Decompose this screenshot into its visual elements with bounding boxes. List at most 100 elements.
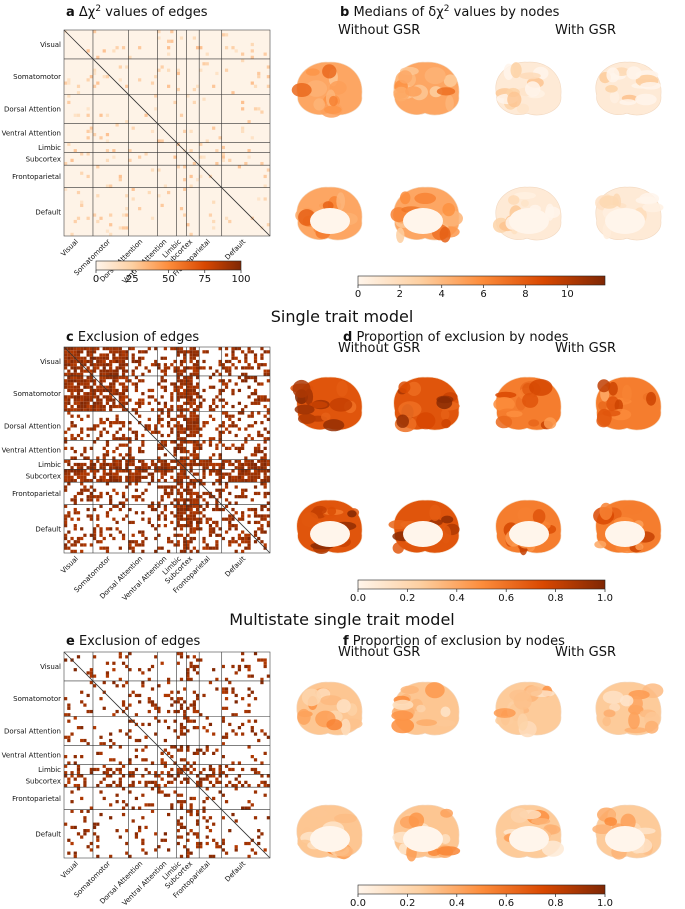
- c-edge-cell: [195, 498, 200, 502]
- e-edge-cell: [192, 761, 196, 765]
- e-edge-cell: [163, 719, 167, 723]
- c-edge-cell: [260, 527, 264, 531]
- a-row-label: Visual: [40, 41, 61, 49]
- c-edge-cell: [260, 517, 264, 521]
- c-edge-cell: [131, 546, 135, 550]
- c-edge-cell: [186, 398, 190, 402]
- c-edge-cell: [192, 414, 196, 418]
- c-edge-cell: [86, 466, 90, 470]
- c-edge-cell: [102, 356, 106, 360]
- c-edge-cell: [160, 495, 164, 499]
- c-edge-cell: [67, 462, 71, 467]
- e-edge-cell: [150, 687, 155, 691]
- c-edge-cell: [244, 536, 248, 541]
- c-edge-cell: [228, 524, 232, 528]
- c-edge-cell: [80, 366, 84, 370]
- c-edge-cell: [247, 540, 251, 544]
- c-edge-cell: [157, 408, 161, 412]
- c-edge-cell: [64, 401, 68, 405]
- c-edge-cell: [237, 401, 242, 405]
- c-edge-cell: [250, 507, 254, 512]
- c-edge-cell: [176, 398, 180, 402]
- c-edge-cell: [157, 533, 161, 537]
- e-edge-cell: [173, 709, 177, 714]
- e-edge-cell: [176, 735, 180, 739]
- c-edge-cell: [179, 440, 184, 444]
- c-edge-cell: [247, 347, 251, 351]
- d-brain-region: [396, 414, 410, 428]
- f-medial-wall: [310, 826, 350, 852]
- c-edge-cell: [150, 504, 155, 508]
- c-edge-cell: [224, 427, 229, 431]
- c-edge-cell: [134, 359, 139, 364]
- c-edge-cell: [134, 482, 139, 486]
- e-edge-cell: [128, 771, 132, 775]
- f-brain-region: [434, 719, 456, 727]
- d-brain-region: [495, 391, 517, 399]
- e-edge-cell: [67, 706, 71, 710]
- c-edge-cell: [138, 450, 142, 454]
- e-edge-cell: [128, 790, 132, 794]
- c-edge-cell: [183, 375, 187, 380]
- a-matrix-frame: [63, 29, 271, 237]
- c-edge-cell: [192, 417, 196, 422]
- c-edge-cell: [189, 504, 193, 508]
- c-edge-cell: [266, 369, 270, 373]
- e-edge-cell: [221, 735, 225, 739]
- e-edge-cell: [224, 783, 229, 788]
- e-edge-cell: [199, 771, 203, 775]
- c-edge-cell: [237, 466, 242, 470]
- c-edge-cell: [237, 543, 242, 547]
- e-edge-cell: [76, 783, 81, 788]
- f-brain-region: [320, 695, 342, 706]
- c-edge-cell: [138, 414, 142, 418]
- e-edge-cell: [105, 783, 110, 788]
- c-edge-cell: [99, 359, 103, 364]
- c-edge-cell: [80, 475, 84, 479]
- c-edge-cell: [176, 472, 180, 476]
- c-edge-cell: [64, 536, 68, 541]
- e-edge-cell: [224, 690, 229, 694]
- c-edge-cell: [86, 472, 90, 476]
- c-edge-cell: [202, 514, 206, 518]
- c-edge-cell: [99, 356, 103, 360]
- e-edge-cell: [76, 832, 81, 836]
- c-edge-cell: [64, 379, 68, 383]
- e-edge-cell: [112, 771, 116, 775]
- c-edge-cell: [115, 372, 119, 376]
- c-edge-cell: [221, 466, 225, 470]
- c-edge-cell: [179, 443, 184, 447]
- c-edge-cell: [160, 385, 164, 389]
- c-edge-cell: [263, 475, 267, 479]
- c-edge-cell: [244, 462, 248, 467]
- c-edge-cell: [112, 475, 116, 479]
- c-edge-cell: [92, 530, 97, 534]
- c-edge-cell: [266, 462, 270, 467]
- c-edge-cell: [179, 466, 184, 470]
- e-edge-cell: [150, 703, 155, 707]
- c-edge-cell: [176, 524, 180, 528]
- c-edge-cell: [67, 372, 71, 376]
- b-brain-region: [520, 199, 529, 207]
- c-edge-cell: [67, 347, 71, 351]
- c-edge-cell: [125, 395, 129, 399]
- e-edge-cell: [176, 690, 180, 694]
- c-edge-cell: [102, 475, 106, 479]
- c-edge-cell: [76, 350, 81, 354]
- e-edge-cell: [167, 848, 171, 852]
- c-edge-cell: [221, 443, 225, 447]
- e-edge-cell: [212, 732, 216, 736]
- b-brain-region: [442, 203, 456, 217]
- c-edge-cell: [99, 527, 103, 531]
- e-edge-cell: [237, 774, 242, 778]
- c-edge-cell: [192, 527, 196, 531]
- e-edge-cell: [199, 845, 203, 849]
- e-edge-cell: [134, 713, 139, 717]
- e-edge-cell: [80, 796, 84, 801]
- c-edge-cell: [247, 533, 251, 537]
- e-edge-cell: [76, 771, 81, 775]
- c-edge-cell: [163, 404, 167, 409]
- c-edge-cell: [76, 366, 81, 370]
- e-edge-cell: [176, 835, 180, 839]
- e-edge-cell: [192, 709, 196, 714]
